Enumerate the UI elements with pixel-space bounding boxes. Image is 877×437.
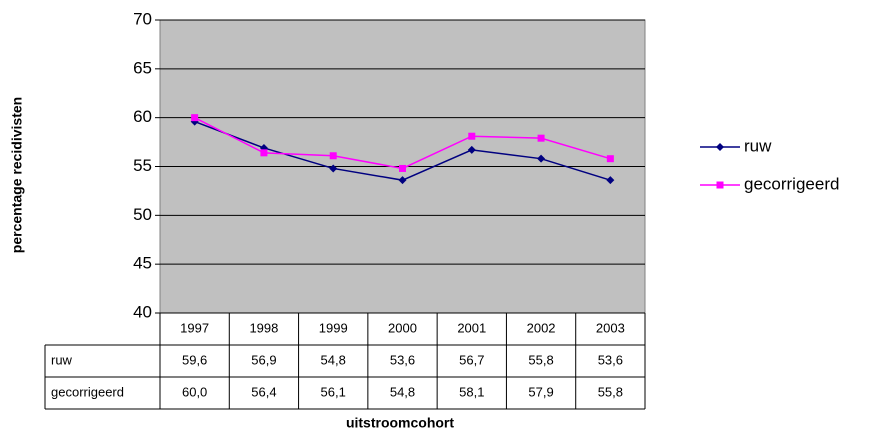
marker — [329, 164, 338, 173]
marker — [398, 176, 407, 185]
table-value: 56,9 — [251, 352, 276, 367]
marker — [468, 132, 476, 140]
marker — [260, 149, 268, 157]
y-tick-label: 55 — [133, 156, 152, 175]
table-value: 59,6 — [182, 352, 207, 367]
y-axis-title: percentage recidivisten — [9, 97, 25, 253]
table-value: 60,0 — [182, 384, 207, 399]
marker — [399, 164, 406, 172]
marker — [606, 176, 615, 185]
marker — [191, 114, 199, 122]
x-tick-label: 1999 — [319, 320, 348, 335]
table-value: 57,9 — [528, 384, 553, 399]
x-tick-label: 2001 — [457, 320, 486, 335]
table-value: 58,1 — [459, 384, 484, 399]
y-tick-label: 70 — [133, 9, 152, 28]
x-tick-label: 1998 — [249, 320, 278, 335]
legend-marker — [716, 143, 724, 151]
y-tick-label: 65 — [133, 58, 152, 77]
table-value: 54,8 — [390, 384, 415, 399]
marker — [329, 152, 337, 160]
y-tick-label: 45 — [133, 254, 152, 273]
table-value: 56,1 — [321, 384, 346, 399]
y-tick-label: 60 — [133, 107, 152, 126]
legend-label: ruw — [744, 136, 772, 155]
marker — [537, 154, 546, 163]
table-value: 55,8 — [528, 352, 553, 367]
legend-label: gecorrigeerd — [744, 174, 839, 193]
x-axis-title: uitstroomcohort — [346, 415, 454, 431]
x-tick-label: 1997 — [180, 320, 209, 335]
table-value: 55,8 — [598, 384, 623, 399]
x-tick-label: 2000 — [388, 320, 417, 335]
y-tick-label: 40 — [133, 302, 152, 321]
x-tick-label: 2003 — [596, 320, 625, 335]
table-value: 53,6 — [598, 352, 623, 367]
table-value: 56,4 — [251, 384, 276, 399]
y-tick-label: 50 — [133, 205, 152, 224]
legend-marker — [716, 181, 724, 189]
table-row-label: gecorrigeerd — [51, 384, 124, 399]
table-value: 53,6 — [390, 352, 415, 367]
marker — [606, 155, 614, 163]
table-row-label: ruw — [51, 352, 73, 367]
table-value: 56,7 — [459, 352, 484, 367]
marker — [467, 145, 476, 154]
marker — [537, 134, 545, 142]
x-tick-label: 2002 — [527, 320, 556, 335]
table-value: 54,8 — [321, 352, 346, 367]
